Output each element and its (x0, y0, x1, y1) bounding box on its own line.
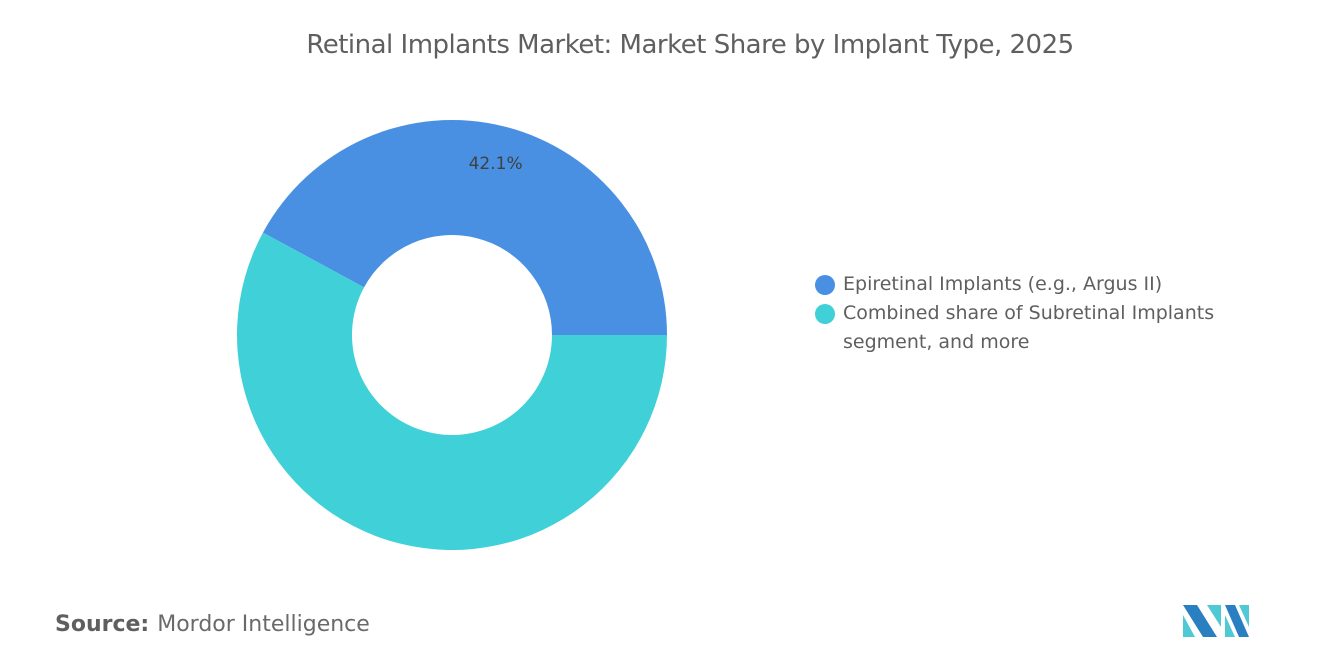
legend-item-epiretinal[interactable]: Epiretinal Implants (e.g., Argus II) (815, 270, 1255, 299)
legend-swatch (815, 275, 835, 295)
legend: Epiretinal Implants (e.g., Argus II) Com… (815, 270, 1255, 357)
legend-label: Combined share of Subretinal Implants se… (843, 302, 1215, 353)
source-note: Source: Mordor Intelligence (55, 612, 370, 637)
legend-swatch (815, 304, 835, 324)
chart-title: Retinal Implants Market: Market Share by… (306, 30, 1074, 60)
donut-slice-1[interactable] (237, 232, 668, 550)
source-label: Source: (55, 612, 150, 637)
data-label-0: 42.1% (469, 154, 523, 174)
donut-slice-0[interactable] (262, 119, 667, 335)
source-value: Mordor Intelligence (157, 612, 370, 637)
mordor-intelligence-logo (1183, 605, 1249, 637)
legend-item-subretinal[interactable]: Combined share of Subretinal Implants se… (815, 299, 1255, 357)
legend-label: Epiretinal Implants (e.g., Argus II) (843, 273, 1163, 295)
